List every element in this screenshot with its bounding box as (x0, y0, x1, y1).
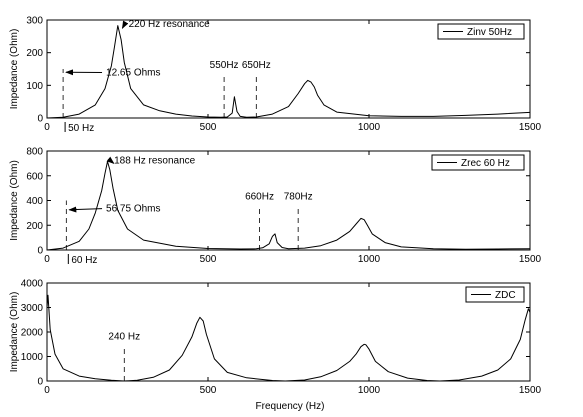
x-tick-label: 500 (200, 122, 217, 133)
legend-label: Zinv 50Hz (467, 27, 512, 38)
y-tick-label: 4000 (21, 279, 44, 290)
chart-panel-zinv: 0 500 1000 1500 0 100 200 300 Impedance (Ohm) 50… (9, 16, 542, 135)
x-tick-label: 500 (200, 385, 217, 396)
legend-box (431, 154, 525, 171)
series-layer (46, 25, 531, 119)
y-tick-label: 200 (26, 221, 43, 232)
marker-layer: 240 Hz (108, 331, 140, 381)
marker-label: 50 Hz (68, 123, 94, 134)
marker-label: 60 Hz (71, 255, 97, 266)
x-tick-label: 1500 (519, 385, 542, 396)
axis-layer: 0 500 1000 1500 0 200 400 600 800 Impedance (Ohm) (9, 147, 542, 266)
x-tick-label: 0 (44, 254, 50, 265)
legend: ZDC (465, 286, 525, 303)
x-tick-label: 1500 (519, 122, 542, 133)
y-tick-label: 0 (37, 377, 43, 388)
annotation-layer: 188 Hz resonance 56.75 Ohms (68, 155, 196, 215)
annotation-arrow (68, 206, 103, 213)
legend: Zrec 60 Hz (431, 154, 525, 171)
y-tick-label: 400 (26, 196, 43, 207)
chart-panel-zrec: 0 500 1000 1500 0 200 400 600 800 Impedance (Ohm)… (9, 147, 542, 267)
annotation-text: 188 Hz resonance (114, 155, 196, 166)
axis-layer: 0 500 1000 1500 0 100 200 300 Impedance (Ohm) (9, 16, 542, 134)
legend: Zinv 50Hz (437, 23, 525, 40)
marker-layer: 50 Hz 550Hz 650Hz (62, 60, 271, 134)
annotation-arrow (106, 156, 115, 165)
y-axis-label: Impedance (Ohm) (9, 292, 20, 373)
x-tick-label: 0 (44, 385, 50, 396)
annotation-text: 12.65 Ohms (106, 68, 160, 79)
x-tick-label: 1000 (358, 254, 381, 265)
legend-box (465, 286, 525, 303)
marker-label: 650Hz (242, 60, 271, 71)
marker-label: 550Hz (210, 60, 239, 71)
x-tick-label: 0 (44, 122, 50, 133)
y-tick-label: 0 (37, 114, 43, 125)
y-axis-label: Impedance (Ohm) (9, 160, 20, 241)
y-tick-label: 3000 (21, 303, 44, 314)
y-tick-label: 1000 (21, 352, 44, 363)
series-line (46, 161, 531, 251)
x-tick-label: 1500 (519, 254, 542, 265)
y-tick-label: 100 (26, 81, 43, 92)
x-tick-label: 1000 (358, 122, 381, 133)
y-tick-label: 300 (26, 16, 43, 27)
plot-frame (46, 19, 531, 119)
annotation-text: 220 Hz resonance (129, 19, 211, 30)
annotation-text: 56.75 Ohms (106, 204, 160, 215)
series-layer (46, 161, 531, 251)
series-line (46, 25, 531, 119)
y-axis-label: Impedance (Ohm) (9, 29, 20, 110)
legend-box (437, 23, 525, 40)
legend-label: ZDC (495, 290, 516, 301)
y-tick-label: 600 (26, 171, 43, 182)
x-axis-label: Frequency (Hz) (256, 401, 325, 412)
marker-label: 660Hz (245, 191, 274, 202)
annotation-layer: 220 Hz resonance 12.65 Ohms (65, 19, 211, 79)
x-tick-label: 500 (200, 254, 217, 265)
marker-label: 780Hz (284, 191, 313, 202)
y-tick-label: 0 (37, 246, 43, 257)
marker-layer: 60 Hz 660Hz 780Hz (65, 191, 313, 266)
y-tick-label: 800 (26, 147, 43, 158)
y-tick-label: 200 (26, 48, 43, 59)
y-tick-label: 2000 (21, 328, 44, 339)
annotation-arrow (121, 20, 129, 30)
x-tick-label: 1000 (358, 385, 381, 396)
marker-label: 240 Hz (108, 331, 140, 342)
legend-label: Zrec 60 Hz (461, 158, 510, 169)
